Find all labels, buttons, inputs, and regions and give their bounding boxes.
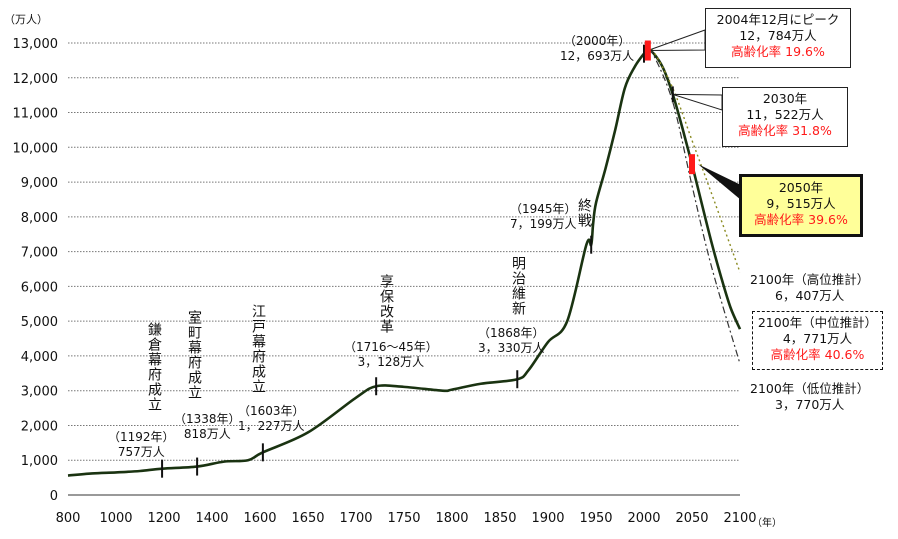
event-meiji-value: （1868年） 3，330万人 bbox=[478, 326, 545, 355]
y-tick-label: 11,000 bbox=[13, 107, 59, 122]
callout-2050: 2050年 9，515万人 高齢化率 39.6% bbox=[739, 174, 863, 237]
x-tick-label: 1750 bbox=[387, 511, 420, 526]
y-tick-label: 7,000 bbox=[21, 246, 58, 261]
marker-2050 bbox=[689, 154, 695, 175]
callout-peak: 2004年12月にピーク 12，784万人 高齢化率 19.6% bbox=[705, 8, 851, 68]
event-edo-label: 江戸幕府成立 bbox=[250, 304, 266, 394]
event-edo-value: （1603年） 1，227万人 bbox=[238, 404, 305, 433]
y-tick-label: 13,000 bbox=[13, 37, 59, 52]
y-unit-label: （万人） bbox=[4, 13, 48, 26]
x-tick-label: 1800 bbox=[435, 511, 468, 526]
x-tick-label: 1600 bbox=[243, 511, 276, 526]
x-tick-label: 1000 bbox=[99, 511, 132, 526]
x-tick-label: 1200 bbox=[147, 511, 180, 526]
event-war-end-label: 終戦 bbox=[576, 198, 592, 228]
y-tick-label: 12,000 bbox=[13, 72, 59, 87]
x-tick-label: 2000 bbox=[627, 511, 660, 526]
x-tick-label: 1400 bbox=[195, 511, 228, 526]
x-tick-label: 1950 bbox=[579, 511, 612, 526]
y-tick-label: 3,000 bbox=[21, 385, 58, 400]
event-meiji-label: 明治維新 bbox=[510, 256, 526, 316]
y-tick-label: 9,000 bbox=[21, 176, 58, 191]
x-unit-label: （年） bbox=[752, 518, 782, 529]
event-war-end-value: （1945年） 7，199万人 bbox=[510, 202, 577, 231]
y-tick-label: 1,000 bbox=[21, 454, 58, 469]
y-tick-label: 5,000 bbox=[21, 315, 58, 330]
callout-2100-mid: 2100年（中位推計） 4，771万人 高齢化率 40.6% bbox=[752, 311, 883, 370]
y-tick-label: 8,000 bbox=[21, 211, 58, 226]
y-tick-label: 4,000 bbox=[21, 350, 58, 365]
x-tick-label: 800 bbox=[56, 511, 81, 526]
x-tick-label: 2100 bbox=[723, 511, 756, 526]
event-muromachi-value: （1338年） 818万人 bbox=[174, 412, 241, 441]
x-tick-label: 1850 bbox=[483, 511, 516, 526]
event-muromachi-label: 室町幕府成立 bbox=[186, 310, 202, 400]
event-kamakura-label: 鎌倉幕府成立 bbox=[146, 322, 162, 412]
y-tick-label: 0 bbox=[50, 489, 58, 504]
y-tick-label: 6,000 bbox=[21, 280, 58, 295]
callout-pointer-2030 bbox=[672, 93, 723, 111]
x-tick-label: 1650 bbox=[291, 511, 324, 526]
callout-2100-high: 2100年（高位推計） 6，407万人 bbox=[750, 272, 870, 303]
event-kyoho-value: （1716～45年） 3，128万人 bbox=[344, 340, 438, 369]
callout-2100-low: 2100年（低位推計） 3，770万人 bbox=[750, 381, 870, 412]
callout-2030: 2030年 11，522万人 高齢化率 31.8% bbox=[722, 87, 848, 147]
y-tick-label: 10,000 bbox=[13, 141, 59, 156]
x-tick-label: 1900 bbox=[531, 511, 564, 526]
series-line-solid bbox=[67, 49, 742, 477]
y-tick-label: 2,000 bbox=[21, 419, 58, 434]
event-kyoho-label: 享保改革 bbox=[378, 274, 394, 334]
event-kamakura-value: （1192年） 757万人 bbox=[108, 430, 175, 459]
x-tick-label: 2050 bbox=[675, 511, 708, 526]
event-2000-value: （2000年） 12，693万人 bbox=[560, 34, 635, 63]
peak-marker bbox=[644, 40, 651, 61]
callout-pointer-2050 bbox=[698, 164, 741, 200]
callout-pointer-peak bbox=[647, 29, 706, 52]
x-tick-label: 1700 bbox=[339, 511, 372, 526]
series-line-dashdot bbox=[647, 49, 741, 365]
